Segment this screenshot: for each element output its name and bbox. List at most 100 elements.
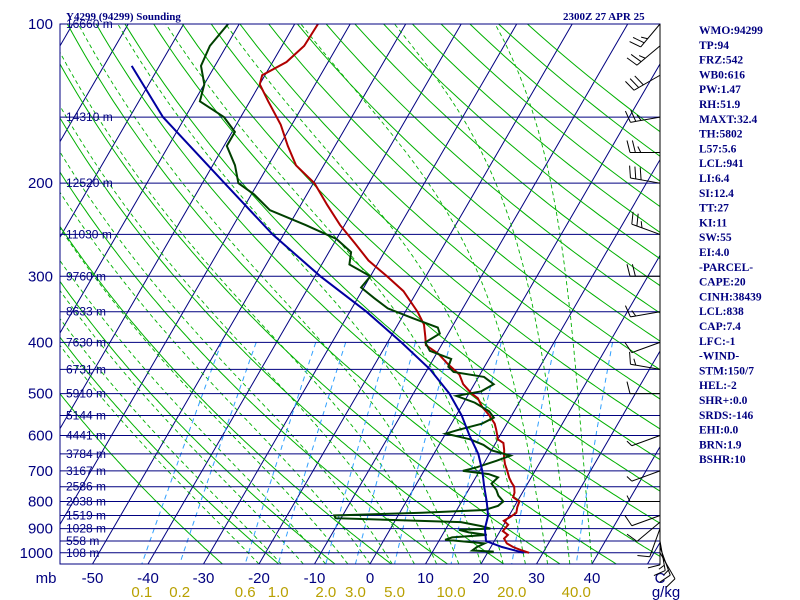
chart-time: 2300Z 27 APR 25 <box>563 11 645 23</box>
dry-adiabat <box>60 392 223 564</box>
wind-barb-flag <box>624 305 631 318</box>
mixing-ratio-label: 20.0 <box>497 584 526 600</box>
pressure-unit-label: mb <box>36 570 57 587</box>
wind-barb-flag <box>637 555 650 558</box>
dry-adiabat <box>383 24 660 260</box>
wind-barb-flag <box>634 75 644 86</box>
height-label: 108 m <box>66 546 99 560</box>
wind-barb <box>626 435 661 447</box>
wind-barb-flag <box>626 381 631 394</box>
moist-adiabat <box>60 289 304 564</box>
pressure-tick-label: 100 <box>28 16 53 33</box>
height-label: 1519 m <box>66 508 106 522</box>
wind-barb-flag <box>624 110 631 123</box>
dry-adiabat <box>60 225 392 564</box>
wind-barb-flag <box>641 36 648 40</box>
dry-adiabat <box>297 24 660 342</box>
wind-barb <box>624 515 661 527</box>
mixing-ratio-label: 40.0 <box>562 584 591 600</box>
mixing-ratio-line <box>141 342 223 564</box>
dry-adiabat <box>60 336 280 564</box>
mixing-ratio-line <box>575 342 614 564</box>
temperature-tick-label: 0 <box>366 570 374 587</box>
wind-barbs <box>624 23 676 588</box>
moist-adiabat <box>60 259 326 564</box>
isotherm-line <box>60 24 351 526</box>
pressure-tick-label: 600 <box>28 427 53 444</box>
moist-adiabat <box>77 24 460 564</box>
temperature-tick-label: 10 <box>417 570 434 587</box>
moist-adiabat <box>300 24 549 564</box>
moist-adiabat <box>60 51 438 564</box>
height-label: 11030 m <box>66 227 112 241</box>
wind-barb-flag <box>647 564 661 569</box>
index-item: L57:5.6 <box>699 143 737 155</box>
isotherm-line <box>258 24 573 564</box>
mixing-ratio-label: 5.0 <box>384 584 405 600</box>
mixing-ratio-line <box>354 342 416 564</box>
wind-barb-flag <box>633 358 637 366</box>
temperature-tick-label: -10 <box>304 570 326 587</box>
sounding-curves <box>130 24 530 554</box>
wind-barb-flag <box>637 146 642 153</box>
wind-barb-flag <box>639 167 642 180</box>
wind-barb <box>624 341 661 354</box>
height-label: 7630 m <box>66 335 106 349</box>
isotherm-line <box>60 24 296 430</box>
index-item: SRDS:-146 <box>699 410 754 422</box>
pressure-tick-label: 200 <box>28 175 53 192</box>
wind-barb <box>626 264 660 277</box>
wind-barb <box>647 534 661 569</box>
wind-barb-shaft <box>636 521 661 542</box>
mixing-ratio-label: 10.0 <box>436 584 465 600</box>
wind-barb-flag <box>631 310 637 317</box>
wind-barb <box>625 74 661 91</box>
mixing-ratio-line <box>277 342 347 564</box>
chart-title: Y4299 (94299) Sounding <box>66 11 181 23</box>
moist-adiabat <box>117 24 482 564</box>
index-item: FRZ:542 <box>699 55 743 67</box>
dry-adiabat <box>60 63 561 564</box>
index-item: LCL:941 <box>699 158 744 170</box>
height-label: 14310 m <box>66 110 113 124</box>
moist-adiabat <box>60 191 371 564</box>
height-label: 8633 m <box>66 305 106 319</box>
wind-barb-flag <box>630 109 637 122</box>
mixing-ratio-label: 0.6 <box>235 584 256 600</box>
temperature-tick-label: -20 <box>248 570 270 587</box>
wind-barb <box>631 211 661 235</box>
wind-barb <box>624 305 661 318</box>
mixing-ratio-label: 1.0 <box>268 584 289 600</box>
index-item: CAPE:20 <box>699 277 746 289</box>
isotherm-line <box>92 24 407 564</box>
index-item: EI:4.0 <box>699 247 730 259</box>
moist-adiabat <box>60 317 282 564</box>
index-item: CAP:7.4 <box>699 321 741 333</box>
wind-barb-flag <box>636 213 639 227</box>
wind-barb-flag <box>632 36 645 44</box>
index-item: LI:6.4 <box>699 173 730 185</box>
wind-barb <box>626 521 661 542</box>
temperature-tick-label: 20 <box>473 570 490 587</box>
height-label: 5144 m <box>66 409 106 423</box>
wind-barb-flag <box>625 81 635 91</box>
temperature-tick-label: -40 <box>137 570 159 587</box>
wind-barb-flag <box>626 533 638 542</box>
index-item: BSHR:10 <box>699 454 746 466</box>
wind-barb-flag <box>665 578 676 588</box>
wind-barb-flag <box>663 569 669 576</box>
background-grid <box>60 24 660 564</box>
wind-barb-flag <box>626 140 631 153</box>
index-item: SW:55 <box>699 232 732 244</box>
wind-barb-flag <box>659 574 671 583</box>
height-label: 1028 m <box>66 522 106 536</box>
wind-barb <box>629 23 661 48</box>
moist-adiabat <box>225 24 526 564</box>
height-label: 3167 m <box>66 464 106 478</box>
wind-barb-flag <box>629 351 631 365</box>
wind-barb-shaft <box>649 528 661 557</box>
wind-barb-flag <box>629 41 641 48</box>
index-item: LFC:-1 <box>699 336 736 348</box>
temperature-tick-label: -30 <box>193 570 215 587</box>
